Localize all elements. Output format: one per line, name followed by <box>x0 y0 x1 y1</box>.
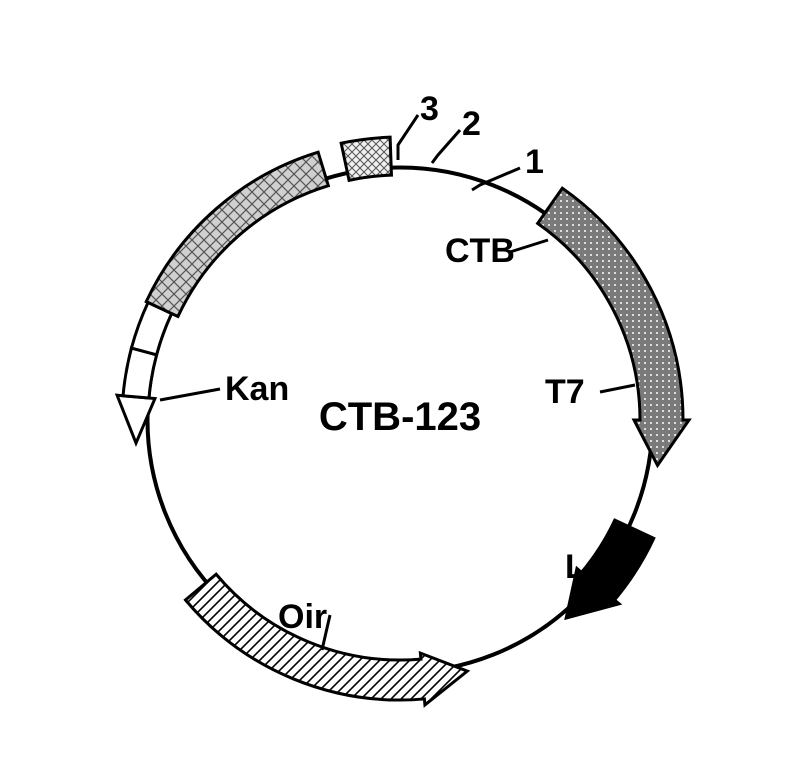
leader-feat3 <box>398 115 418 160</box>
label-feat2: 2 <box>462 105 481 143</box>
feature-kan <box>186 574 468 705</box>
feature-t7 <box>341 137 391 180</box>
label-ctb: CTB <box>445 232 515 270</box>
feature-lacl <box>538 188 689 465</box>
label-feat3: 3 <box>420 90 439 128</box>
leader-ctb <box>510 240 548 252</box>
leader-t7 <box>600 385 635 392</box>
label-kan: Kan <box>225 370 289 408</box>
feature-feat2 <box>123 348 157 398</box>
label-lacl: Lacl <box>565 548 633 586</box>
leader-feat2 <box>432 130 460 163</box>
label-feat1: 1 <box>525 143 544 181</box>
feature-ctb <box>146 152 328 316</box>
label-t7: T7 <box>545 373 585 411</box>
plasmid-name: CTB-123 <box>319 395 481 439</box>
leader-kan <box>160 389 220 400</box>
label-oir: Oir <box>278 598 327 636</box>
plasmid-map: 32 1 CTB T7 Lacl Oir Kan CTB-123 <box>0 0 800 776</box>
